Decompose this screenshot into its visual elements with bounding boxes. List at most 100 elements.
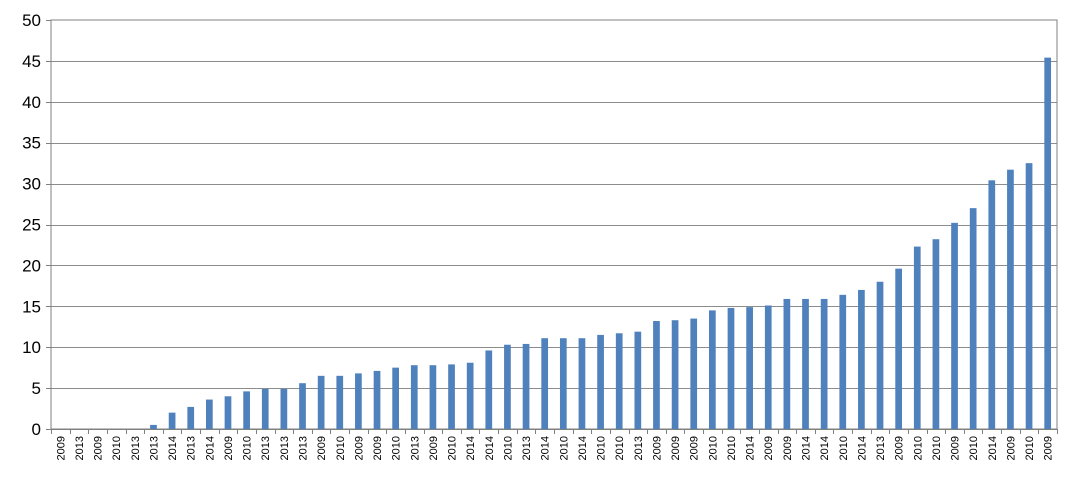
x-tick-label: 2013 (260, 436, 272, 460)
x-tick-label: 2009 (950, 436, 962, 460)
x-tick-label: 2013 (186, 436, 198, 460)
x-tick-label: 2010 (502, 436, 514, 460)
x-tick-label: 2010 (335, 436, 347, 460)
y-tick-label: 20 (22, 256, 41, 275)
x-tick-label: 2009 (782, 436, 794, 460)
bar (653, 321, 660, 429)
bar (932, 239, 940, 429)
x-tick-label: 2010 (111, 436, 123, 460)
plot-area-border (50, 19, 1058, 430)
x-tick-label: 2013 (409, 436, 421, 460)
x-tick-label: 2014 (540, 436, 552, 460)
x-tick-label: 2009 (894, 436, 906, 460)
x-tick-label: 2014 (987, 436, 999, 460)
bar (634, 331, 642, 429)
bars (150, 57, 1052, 429)
bar (913, 246, 921, 429)
x-tick-label: 2010 (707, 436, 719, 460)
bar (820, 298, 828, 429)
x-tick-label: 2010 (931, 436, 943, 460)
x-tick-label: 2009 (670, 436, 682, 460)
x-tick-label: 2009 (55, 436, 67, 460)
bar (597, 334, 604, 429)
bar (448, 364, 455, 429)
gridlines (51, 61, 1057, 389)
x-tick-label: 2009 (223, 436, 235, 460)
x-tick-label: 2013 (298, 436, 310, 460)
bar (410, 365, 418, 429)
x-tick-label: 2014 (465, 436, 477, 460)
x-tick-label: 2013 (633, 436, 645, 460)
y-tick-label: 15 (22, 297, 41, 316)
x-tick-label: 2009 (763, 436, 775, 460)
x-tick-label: 2013 (875, 436, 887, 460)
bar (746, 307, 753, 429)
bar (578, 338, 586, 429)
bar (299, 383, 306, 429)
x-tick-label: 2013 (148, 436, 160, 460)
bar (727, 307, 735, 429)
x-tick-label: 2009 (353, 436, 365, 460)
bar (224, 396, 232, 429)
bar (969, 208, 977, 429)
bar (373, 370, 381, 429)
x-tick-label: 2010 (968, 436, 980, 460)
bar (466, 362, 474, 429)
x-tick-label: 2013 (279, 436, 291, 460)
x-tick-label: 2009 (689, 436, 701, 460)
x-tick-label: 2010 (558, 436, 570, 460)
bar (392, 367, 399, 429)
y-tick-label: 10 (22, 338, 41, 357)
y-tick-label: 25 (22, 216, 41, 235)
bar (522, 343, 530, 429)
y-tick-label: 5 (32, 379, 41, 398)
bar (168, 412, 176, 429)
bar (355, 373, 362, 429)
x-tick-label: 2014 (204, 436, 216, 460)
x-tick-label: 2010 (447, 436, 459, 460)
x-tick-label: 2014 (167, 436, 179, 460)
y-tick-label: 0 (32, 420, 41, 439)
bar (690, 318, 698, 429)
bar (317, 375, 325, 429)
bar (559, 338, 567, 429)
y-tick-label: 40 (22, 93, 41, 112)
x-tick-label: 2013 (130, 436, 142, 460)
x-tick-label: 2013 (74, 436, 86, 460)
x-tick-label: 2010 (614, 436, 626, 460)
bar (1007, 169, 1014, 429)
x-tick-label: 2014 (819, 436, 831, 460)
y-tick-label: 50 (22, 11, 41, 30)
bar (895, 268, 902, 429)
bar (988, 180, 996, 429)
bar (504, 344, 511, 429)
y-tick-label: 30 (22, 175, 41, 194)
x-tick-label: 2014 (856, 436, 868, 460)
x-tick-label: 2010 (1024, 436, 1036, 460)
bar (876, 281, 884, 429)
x-tick-label: 2009 (372, 436, 384, 460)
bar (951, 222, 958, 429)
x-tick-label: 2010 (838, 436, 850, 460)
x-tick-label: 2014 (484, 436, 496, 460)
x-tick-label: 2009 (428, 436, 440, 460)
x-tick-label: 2013 (521, 436, 533, 460)
y-tick-label: 35 (22, 134, 41, 153)
x-tick-label: 2009 (1043, 436, 1055, 460)
bar (541, 338, 549, 429)
bar (709, 310, 716, 429)
x-tick-label: 2010 (242, 436, 254, 460)
x-tick-label: 2010 (391, 436, 403, 460)
x-tick-label: 2014 (577, 436, 589, 460)
x-tick-label: 2010 (912, 436, 924, 460)
bar (783, 298, 791, 429)
x-tick-label: 2009 (93, 436, 105, 460)
x-tick-label: 2009 (316, 436, 328, 460)
bar (802, 298, 809, 429)
y-axis: 0 5 10 15 20 25 30 35 40 45 50 (22, 11, 52, 439)
bar (150, 424, 157, 429)
x-tick-label: 2009 (1005, 436, 1017, 460)
y-tick-label: 45 (22, 52, 41, 71)
bar (1025, 163, 1033, 429)
